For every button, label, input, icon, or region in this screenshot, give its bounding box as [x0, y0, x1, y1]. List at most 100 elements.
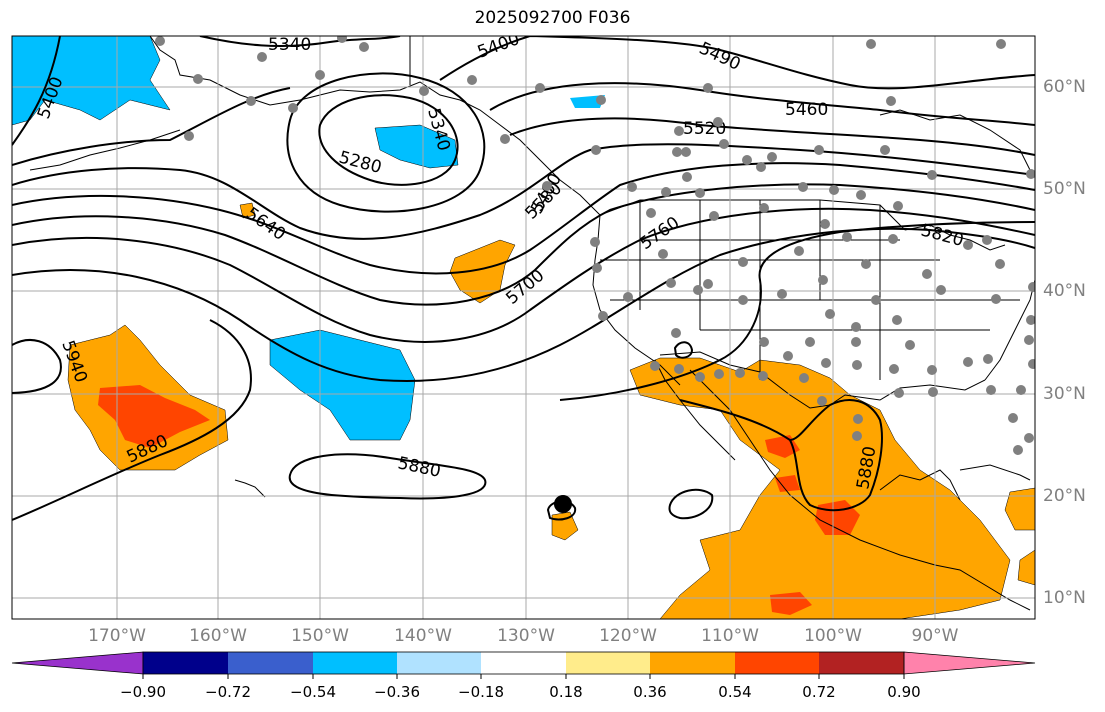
station-marker — [661, 187, 671, 197]
station-marker — [1013, 445, 1023, 455]
station-marker — [983, 354, 993, 364]
station-marker — [542, 181, 552, 191]
cyan-region-pacific — [269, 329, 416, 441]
lon-label: 170°W — [88, 626, 146, 646]
orange-region-offshore — [449, 239, 516, 304]
orange-region-caribbean — [1004, 487, 1035, 531]
lat-label: 30°N — [1043, 384, 1086, 404]
station-marker — [591, 145, 601, 155]
station-marker — [767, 152, 777, 162]
baja-california — [654, 359, 736, 461]
station-marker — [257, 52, 267, 62]
station-marker — [991, 294, 1001, 304]
contour-5280-low — [318, 94, 459, 186]
lightblue-patch — [570, 95, 605, 108]
colorbar-segment — [566, 652, 650, 674]
station-marker — [886, 96, 896, 106]
cyan-region-bering — [12, 36, 171, 126]
central-america — [934, 564, 1031, 611]
lon-label: 100°W — [804, 626, 862, 646]
station-marker — [535, 83, 545, 93]
colorbar-low-extend — [11, 651, 144, 675]
station-marker — [814, 145, 824, 155]
station-marker — [783, 351, 793, 361]
station-marker — [794, 246, 804, 256]
station-marker — [500, 134, 510, 144]
colorbar-segment — [313, 652, 397, 674]
contour-label: 5460 — [785, 100, 828, 120]
station-marker — [627, 182, 637, 192]
orange-region-east-pacific — [1017, 549, 1035, 586]
graticule — [12, 36, 1035, 619]
station-marker — [714, 369, 724, 379]
contour-5940 — [12, 339, 62, 394]
station-marker — [1028, 282, 1035, 292]
us-state-grid-2 — [600, 239, 1020, 331]
station-marker — [666, 278, 676, 288]
colorbar-tick-label: 0.54 — [718, 683, 752, 701]
station-marker — [623, 292, 633, 302]
map-frame — [11, 35, 1036, 620]
station-marker — [756, 162, 766, 172]
station-marker — [852, 431, 862, 441]
contour-5400-north — [439, 36, 1035, 90]
station-marker — [184, 131, 194, 141]
station-marker — [922, 269, 932, 279]
lat-label: 20°N — [1043, 486, 1086, 506]
station-marker — [905, 340, 915, 350]
station-marker — [703, 83, 713, 93]
station-marker — [1026, 169, 1035, 179]
us-east-coast — [984, 279, 1035, 381]
contour-5580 — [12, 183, 1035, 306]
lat-label: 60°N — [1043, 77, 1086, 97]
station-marker — [674, 126, 684, 136]
cuba — [959, 464, 1031, 481]
station-marker — [671, 328, 681, 338]
mexico-west-coast — [689, 369, 936, 566]
station-marker — [758, 371, 768, 381]
station-marker — [359, 42, 369, 52]
lon-label: 120°W — [599, 626, 657, 646]
map-title: 2025092700 F036 — [474, 8, 631, 28]
station-marker — [851, 322, 861, 332]
station-marker — [936, 285, 946, 295]
station-marker — [155, 36, 165, 46]
station-marker — [963, 357, 973, 367]
contour-5520 — [509, 117, 1035, 156]
station-marker — [888, 234, 898, 244]
station-marker — [871, 295, 881, 305]
contour-5880-small — [668, 488, 714, 520]
station-marker — [1024, 433, 1034, 443]
station-marker — [713, 117, 723, 127]
colorbar-tick-label: 0.72 — [802, 683, 836, 701]
red-region-pacific-west — [98, 385, 210, 448]
station-marker — [996, 39, 1006, 49]
aleutians — [29, 129, 181, 171]
contour-5700 — [12, 227, 1035, 382]
coastlines — [29, 36, 1035, 611]
station-marker — [315, 70, 325, 80]
lat-label: 40°N — [1043, 281, 1086, 301]
station-marker — [798, 182, 808, 192]
colorbar-tick-label: −0.72 — [205, 683, 251, 701]
colorbar-outline — [142, 651, 905, 675]
station-markers — [155, 36, 1035, 455]
station-marker — [672, 147, 682, 157]
colorbar-segment — [650, 652, 735, 674]
colorbar-tick-label: −0.18 — [458, 683, 504, 701]
contour-5880-tiny — [673, 341, 694, 359]
station-marker — [861, 259, 871, 269]
lon-label: 110°W — [701, 626, 759, 646]
station-marker — [1008, 413, 1018, 423]
station-marker — [709, 211, 719, 221]
yucatan — [879, 469, 961, 501]
colorbar-tick-label: 0.90 — [887, 683, 921, 701]
lon-label: 90°W — [911, 626, 959, 646]
station-marker — [738, 295, 748, 305]
anomaly-shading — [12, 36, 1035, 619]
colorbar-segment — [819, 652, 904, 674]
station-marker — [759, 337, 769, 347]
lat-label: 50°N — [1043, 179, 1086, 199]
station-marker — [419, 86, 429, 96]
cyan-region-gulf-alaska — [374, 124, 459, 169]
